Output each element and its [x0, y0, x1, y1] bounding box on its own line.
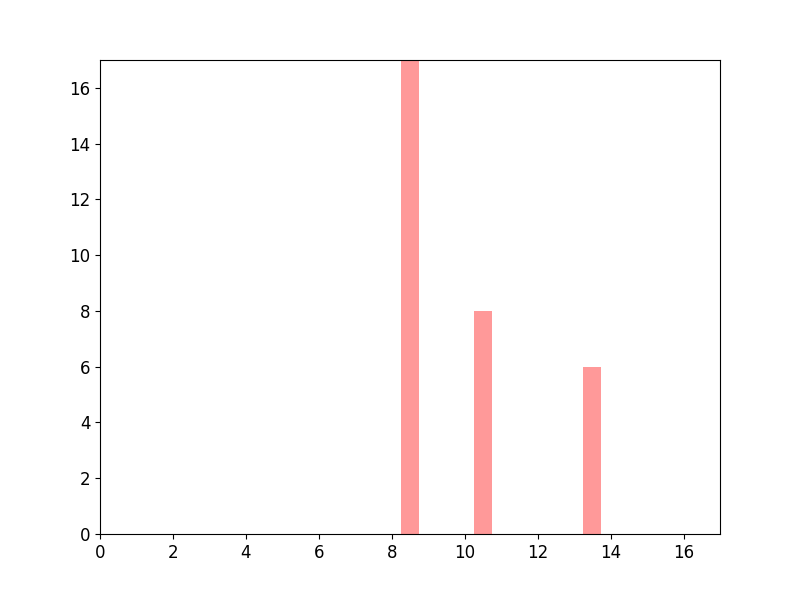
Bar — [401, 60, 419, 534]
Bar — [583, 367, 602, 534]
Bar — [474, 311, 492, 534]
